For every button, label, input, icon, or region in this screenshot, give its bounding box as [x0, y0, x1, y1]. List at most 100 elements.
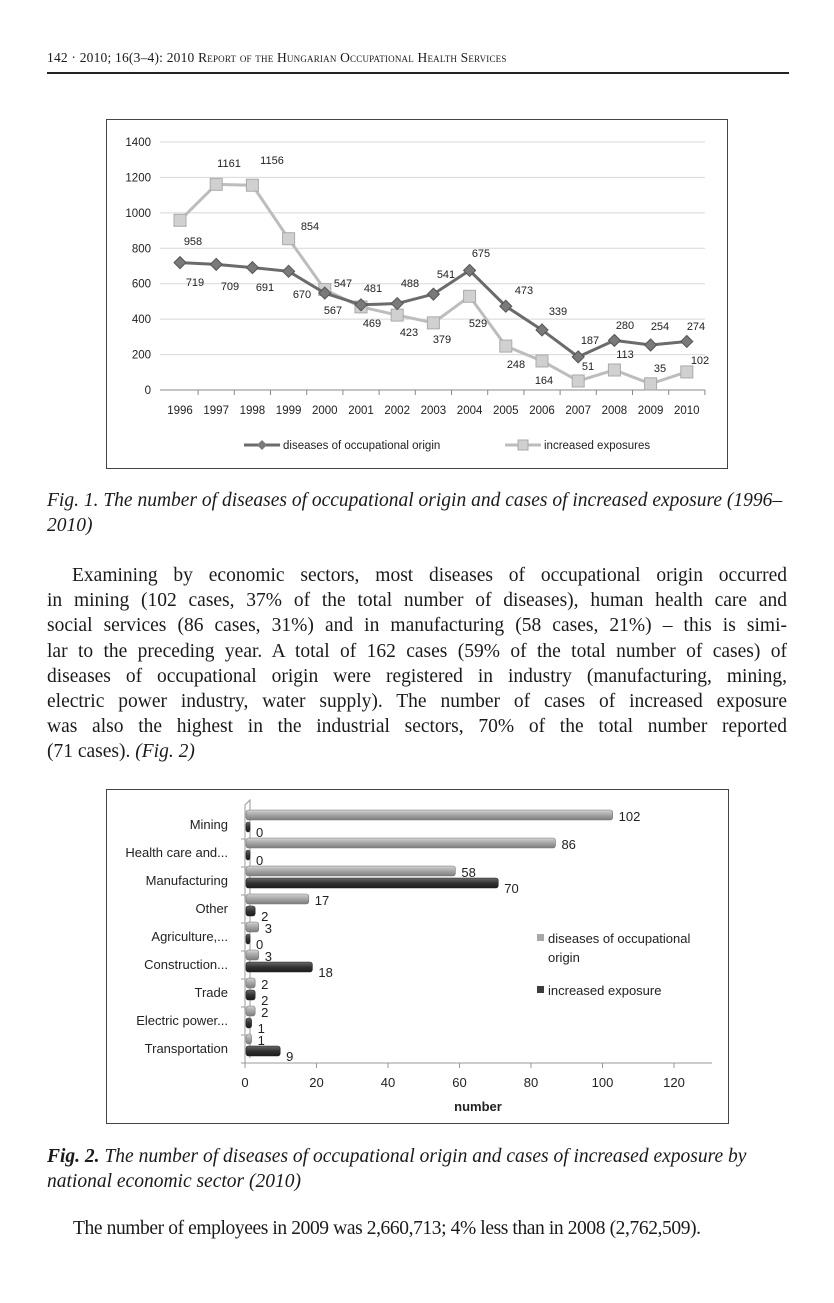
data-label: 854 — [301, 221, 319, 233]
x-tick-label: 1996 — [167, 405, 193, 417]
x-axis-title: number — [454, 1099, 502, 1114]
bar-value-label: 0 — [256, 853, 263, 868]
x-tick-label: 2003 — [421, 405, 447, 417]
data-label: 529 — [469, 318, 487, 330]
data-label: 473 — [515, 285, 533, 297]
data-point-square — [426, 316, 440, 330]
bar-value-label: 9 — [286, 1049, 293, 1064]
bar-diseases — [245, 893, 310, 905]
bar-diseases — [245, 921, 260, 933]
legend-label-diseases: diseases of occupational origin — [283, 440, 440, 452]
figure2-caption-label: Fig. 2. — [47, 1146, 100, 1167]
data-label: 164 — [535, 375, 553, 387]
bar-value-label: 1 — [258, 1021, 265, 1036]
y-tick-label: 1000 — [125, 208, 151, 220]
bar-diseases — [245, 1005, 256, 1017]
data-point-square — [644, 377, 658, 391]
paragraph-line: Examining by economic sectors, most dise… — [72, 565, 787, 586]
category-label: Other — [195, 901, 228, 916]
bar-value-label: 86 — [561, 837, 575, 852]
data-label: 481 — [364, 283, 382, 295]
bar-value-label: 1 — [258, 1033, 265, 1048]
x-tick-label: 0 — [241, 1075, 248, 1090]
data-label: 709 — [221, 281, 239, 293]
bar-diseases — [245, 837, 556, 849]
data-label: 675 — [472, 248, 490, 260]
x-tick-label: 40 — [381, 1075, 395, 1090]
data-point-square — [245, 178, 259, 192]
x-tick-label: 2000 — [312, 405, 338, 417]
data-label: 488 — [401, 278, 419, 290]
closing-sentence: The number of employees in 2009 was 2,66… — [73, 1218, 701, 1239]
legend-swatch-diseases — [537, 934, 544, 941]
data-point-diamond — [426, 287, 441, 301]
data-label: 469 — [363, 318, 381, 330]
header-rule — [47, 72, 789, 74]
data-point-diamond — [281, 264, 296, 279]
bar-value-label: 3 — [265, 949, 272, 964]
data-label: 1161 — [217, 158, 241, 170]
y-tick-label: 1200 — [125, 172, 151, 184]
figure1-caption: Fig. 1. The number of diseases of occupa… — [47, 490, 783, 536]
data-point-diamond — [209, 257, 223, 272]
bar-exposure — [245, 933, 251, 945]
data-point-diamond — [462, 263, 477, 278]
bar-value-label: 2 — [261, 993, 268, 1008]
data-label: 670 — [293, 289, 311, 301]
data-label: 567 — [324, 305, 342, 317]
bar-value-label: 2 — [261, 909, 268, 924]
x-tick-label: 2001 — [348, 405, 374, 417]
bar-value-label: 2 — [261, 977, 268, 992]
data-label: 719 — [186, 277, 204, 289]
category-label: Health care and... — [125, 845, 228, 860]
data-label: 187 — [581, 335, 599, 347]
y-tick-label: 200 — [132, 350, 151, 362]
x-tick-label: 2005 — [493, 405, 519, 417]
data-point-diamond — [318, 286, 332, 300]
bar-exposure — [245, 961, 313, 973]
bar-value-label: 70 — [504, 881, 518, 896]
data-point-diamond — [680, 334, 694, 349]
category-label: Manufacturing — [146, 873, 228, 888]
x-tick-label: 2002 — [384, 405, 410, 417]
paragraph-line: diseases of occupational origin were reg… — [47, 665, 787, 687]
data-label: 339 — [549, 306, 567, 318]
legend-label-diseases-line1: diseases of occupational — [548, 931, 690, 946]
data-label: 958 — [184, 236, 202, 248]
data-point-diamond — [607, 333, 622, 348]
data-point-square — [499, 339, 513, 353]
data-label: 248 — [507, 359, 525, 371]
data-point-diamond — [390, 296, 404, 311]
y-tick-label: 600 — [132, 279, 151, 291]
data-label: 280 — [616, 320, 634, 332]
header-citation: 142 · 2010; 16(3–4): 2010 — [47, 50, 199, 65]
data-label: 423 — [400, 327, 418, 339]
data-label: 541 — [437, 269, 455, 281]
bar-diseases — [245, 977, 256, 989]
data-point-diamond — [245, 260, 260, 275]
figure-reference: (Fig. 2) — [135, 741, 195, 763]
bar-exposure — [245, 1045, 281, 1057]
y-tick-label: 400 — [132, 314, 151, 326]
category-label: Transportation — [145, 1041, 228, 1056]
bar-value-label: 0 — [256, 825, 263, 840]
figure2-chart: 0 20 40 60 80 100 120 number Mining 102 0 Health ca… — [106, 789, 729, 1124]
x-tick-label: 100 — [592, 1075, 614, 1090]
data-point-square — [463, 289, 477, 303]
bar-exposure — [245, 877, 499, 889]
body-paragraph: Examining by economic sectors, most dise… — [47, 563, 787, 765]
category-label: Agriculture,... — [151, 929, 228, 944]
data-point-diamond — [571, 350, 585, 364]
x-tick-label: 20 — [309, 1075, 323, 1090]
data-label: 1156 — [260, 155, 284, 167]
y-tick-label: 0 — [145, 385, 151, 397]
data-label: 51 — [582, 361, 594, 373]
legend-label-exposure: increased exposure — [548, 983, 661, 998]
x-tick-label: 2004 — [457, 405, 483, 417]
bar-diseases — [245, 1033, 252, 1045]
x-tick-label: 1997 — [203, 405, 229, 417]
bar-value-label: 0 — [256, 937, 263, 952]
running-header: 142 · 2010; 16(3–4): 2010 Report of the … — [47, 50, 507, 66]
bar-exposure — [245, 1017, 252, 1029]
y-tick-label: 800 — [132, 243, 151, 255]
